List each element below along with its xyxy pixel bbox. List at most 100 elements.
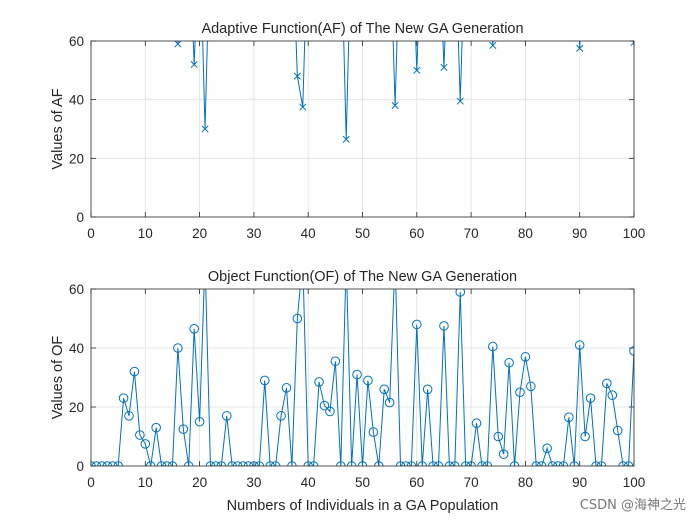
of-data-point [406,461,417,466]
of-data-point [140,439,151,449]
of-data-point [509,461,520,466]
of-data-point [270,461,281,466]
af-data-point [299,103,307,111]
of-data-point [612,425,623,436]
af-series [174,41,634,143]
of-data-point [417,461,428,466]
af-data-point [576,44,584,52]
of-data-point [391,255,400,264]
af-data-point [413,66,421,74]
of-data-point [145,461,156,466]
of-data-point [368,427,379,437]
of-data-point [298,255,307,264]
of-ylabel: Values of OF [50,336,66,420]
of-data-point [303,461,313,466]
of-data-point [102,461,113,466]
of-data-point [183,461,194,466]
af-data-point [201,125,209,133]
of-data-point [428,461,438,466]
of-data-point [342,255,351,264]
of-data-point [113,461,123,466]
af-axes-box [90,40,635,218]
af-xtick-label: 20 [192,226,207,241]
of-data-point [591,461,601,466]
of-ytick-label: 60 [69,282,84,297]
of-data-point [259,375,270,386]
of-ytick-label: 0 [76,459,84,474]
of-data-point [412,319,422,330]
of-data-point [357,461,368,466]
af-data-point [342,135,350,143]
of-xtick-label: 40 [301,475,316,490]
of-data-point [580,431,590,442]
of-data-point [564,412,574,423]
of-data-point [379,384,390,395]
of-data-point [471,418,482,429]
of-data-point [118,393,129,403]
of-ytick-label: 40 [69,341,84,356]
of-data-point [330,356,341,367]
of-data-point [232,461,243,466]
of-title: Object Function(OF) of The New GA Genera… [208,269,517,285]
of-xtick-label: 80 [518,475,533,490]
of-data-point [422,384,433,395]
of-data-point [433,461,444,466]
of-data-point [602,378,612,389]
of-data-point [308,461,319,466]
of-xtick-label: 20 [192,475,207,490]
of-data-point [227,461,237,466]
of-xtick-label: 0 [87,475,95,490]
of-data-point [325,406,335,417]
of-data-point [124,411,134,421]
af-ylabel: Values of AF [50,88,66,169]
of-data-point [97,461,107,466]
of-axes: 0 10 20 30 40 50 60 70 80 90 100 0 20 40 60 Object Fun… [50,255,645,514]
of-data-point [91,461,102,466]
of-data-point [547,461,558,466]
of-data-point [276,411,286,421]
of-ytick-label: 20 [69,400,84,415]
of-data-point [287,461,297,466]
af-xtick-label: 0 [87,226,95,241]
of-data-point [211,461,221,466]
of-data-point [363,375,373,386]
of-series [91,255,634,466]
af-xtick-label: 30 [246,226,261,241]
of-data-point [151,422,161,433]
of-data-point [319,400,330,411]
of-data-point [466,461,476,466]
of-data-point [526,381,536,392]
of-data-point [243,461,254,466]
of-data-point [201,255,210,264]
of-data-point [129,366,140,377]
of-data-point [520,352,531,362]
of-tick-labels: 0 10 20 30 40 50 60 70 80 90 100 0 20 40 60 [69,282,645,490]
of-data-point [439,321,449,331]
af-data-point [456,97,464,105]
af-data-point [440,63,448,71]
of-data-point [401,461,411,466]
of-data-point [189,324,199,334]
of-data-point [450,461,460,466]
af-data-point [489,41,497,49]
of-xtick-label: 70 [464,475,479,490]
of-data-point [156,461,167,466]
af-axes: 0 10 20 30 40 50 60 70 80 90 100 0 20 40 60 Adaptive F… [50,21,645,241]
of-data-point [455,289,466,297]
of-data-point [238,461,248,466]
of-data-point [335,461,346,466]
of-data-point [585,393,596,403]
of-data-point [623,461,634,466]
of-data-point [221,411,232,421]
of-series-line [91,289,634,466]
of-data-point [346,461,357,466]
af-ytick-label: 40 [69,93,84,108]
of-data-point [254,461,265,466]
watermark: CSDN @海神之光 [579,498,686,513]
af-xtick-label: 10 [138,226,153,241]
of-data-point [373,461,384,466]
of-axes-box [90,288,635,467]
af-data-point [190,60,198,69]
of-data-point [553,461,563,466]
of-xtick-label: 10 [138,475,153,490]
